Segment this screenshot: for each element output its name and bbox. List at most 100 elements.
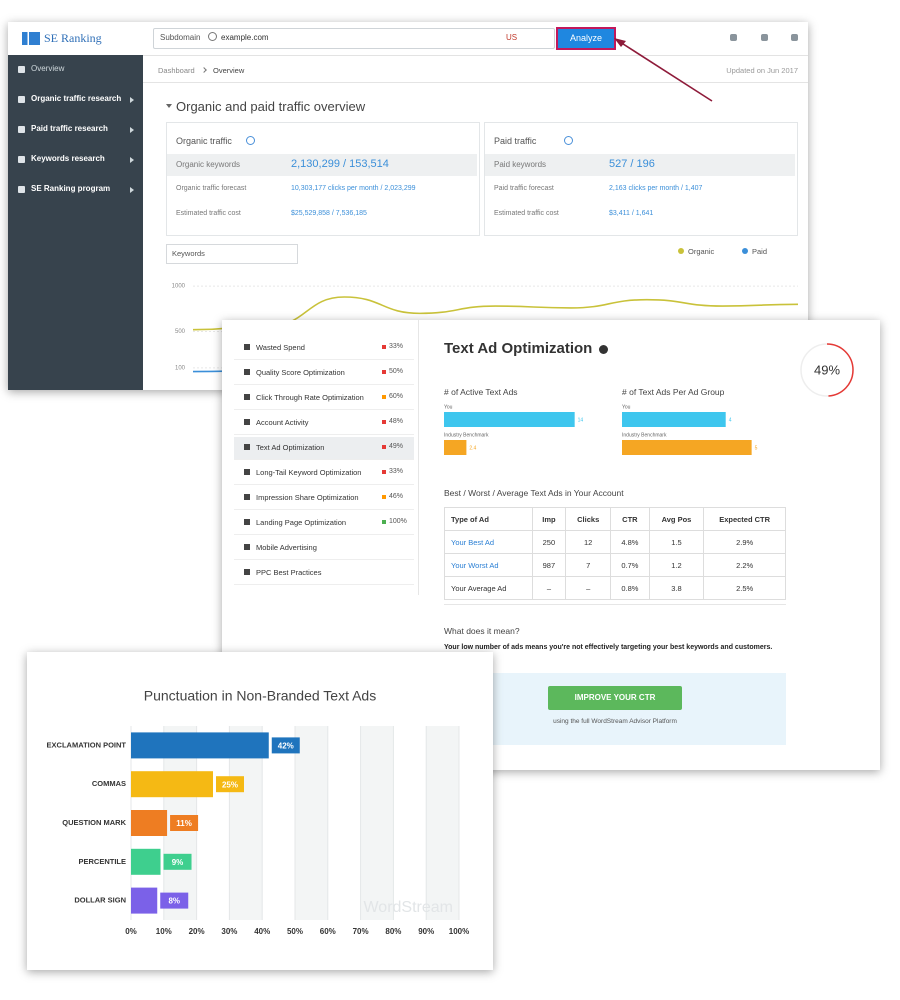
table-cell[interactable]: Your Best Ad <box>444 530 533 554</box>
y-tick-label: DOLLAR SIGN <box>74 896 126 905</box>
table-cell[interactable]: Your Worst Ad <box>444 553 533 577</box>
item-icon <box>244 369 250 375</box>
grader-item[interactable]: Click Through Rate Optimization <box>256 393 364 402</box>
bar <box>622 412 726 427</box>
line-series <box>192 296 799 331</box>
info-icon <box>564 136 573 145</box>
row-highlight <box>167 154 477 176</box>
sidebar-item[interactable]: SE Ranking program <box>31 184 111 193</box>
item-score: 49% <box>389 443 404 450</box>
item-score: 100% <box>389 518 407 525</box>
x-tick-label: 40% <box>254 927 270 936</box>
table-header-row: Type of Ad Imp Clicks CTR Avg Pos Expected CT… <box>444 507 786 531</box>
grader-item[interactable]: Quality Score Optimization <box>256 368 345 377</box>
grader-item[interactable]: Impression Share Optimization <box>256 493 359 502</box>
card-title: Organic traffic <box>176 136 232 146</box>
value-label-box <box>163 853 192 870</box>
value-label: 9% <box>172 858 184 867</box>
x-tick-label: 80% <box>385 927 401 936</box>
legend-label[interactable]: Organic <box>688 247 715 256</box>
cta-button[interactable]: IMPROVE YOUR CTR <box>548 686 682 710</box>
grader-item[interactable]: Mobile Advertising <box>256 543 317 552</box>
grader-item[interactable]: Landing Page Optimization <box>256 518 347 527</box>
arrow-overlay <box>614 38 713 102</box>
chart-selector <box>166 244 298 264</box>
sidebar-icon <box>18 186 25 193</box>
item-icon <box>244 394 250 400</box>
grader-title: Text Ad Optimization <box>444 340 593 357</box>
bar <box>131 771 213 798</box>
analyze-button[interactable]: Analyze <box>556 27 616 50</box>
sidebar-icon <box>18 126 25 133</box>
row-value: $3,411 / 1,641 <box>609 210 654 217</box>
x-tick-label: 0% <box>125 927 137 936</box>
grader-item[interactable]: Long-Tail Keyword Optimization <box>256 468 362 477</box>
table-cell: 2.5% <box>703 576 786 600</box>
bar-category: You <box>444 404 453 410</box>
sidebar-caret <box>130 187 134 193</box>
search-query[interactable]: example.com <box>221 33 269 42</box>
item-icon <box>244 544 250 550</box>
country-select[interactable]: US <box>506 33 518 42</box>
y-tick-label: PERCENTILE <box>78 857 126 866</box>
table-cell: 0.8% <box>610 576 650 600</box>
card-title: Paid traffic <box>494 136 537 146</box>
x-tick-label: 50% <box>287 927 303 936</box>
grader-item[interactable]: Text Ad Optimization <box>256 443 325 452</box>
legend-label[interactable]: Paid <box>752 247 768 256</box>
breadcrumb-item[interactable]: Dashboard <box>158 66 195 75</box>
grader-item[interactable]: PPC Best Practices <box>256 568 322 577</box>
chart-selector-text[interactable]: Keywords <box>172 249 205 258</box>
status-dot <box>382 445 386 449</box>
x-tick-label: 30% <box>221 927 237 936</box>
header-icon[interactable] <box>730 34 737 41</box>
bar-category: Industry Benchmark <box>622 432 667 438</box>
x-tick-label: 60% <box>320 927 336 936</box>
table-cell: Your Average Ad <box>444 576 533 600</box>
logo-text: SE Ranking <box>44 31 102 45</box>
item-divider <box>234 484 414 485</box>
item-icon <box>244 469 250 475</box>
status-dot <box>382 495 386 499</box>
table-row: Your Average Ad – –0.8% 3.8 2.5% <box>444 576 786 600</box>
watermark: WordStream <box>363 899 453 916</box>
row-value: $25,529,858 / 7,536,185 <box>291 210 367 217</box>
header-icon[interactable] <box>761 34 768 41</box>
status-dot <box>382 520 386 524</box>
sidebar-item[interactable]: Overview <box>31 64 65 73</box>
y-tick-label: EXCLAMATION POINT <box>47 740 127 749</box>
header-icon[interactable] <box>791 34 798 41</box>
sidebar-item[interactable]: Keywords research <box>31 154 105 163</box>
updated-date: Updated on Jun 2017 <box>726 66 798 75</box>
search-scope[interactable]: Subdomain <box>160 33 201 42</box>
grader-item[interactable]: Wasted Spend <box>256 343 305 352</box>
y-tick-label: COMMAS <box>92 779 126 788</box>
legend-marker <box>678 248 684 254</box>
x-tick-label: 100% <box>449 927 469 936</box>
bar-category: You <box>622 404 631 410</box>
y-tick-label: QUESTION MARK <box>62 818 126 827</box>
sidebar-item[interactable]: Paid traffic research <box>31 124 108 133</box>
punctuation-chart: Punctuation in Non-Branded Text Ads 0% 10%… <box>27 652 493 970</box>
status-dot <box>382 395 386 399</box>
sidebar-item[interactable]: Organic traffic research <box>31 94 122 103</box>
sidebar-icon <box>18 156 25 163</box>
table-title: Best / Worst / Average Text Ads in Your … <box>444 488 624 498</box>
table-row: Your Best Ad 250 12 4.8% 1.5 2.9% <box>444 530 786 554</box>
item-divider <box>234 584 414 585</box>
table-cell: – <box>531 576 567 600</box>
bar <box>444 440 467 455</box>
table-cell: 0.7% <box>610 553 650 577</box>
table-cell: 2.2% <box>703 553 786 577</box>
table-cell: 4.8% <box>610 530 650 554</box>
bar-category: Industry Benchmark <box>444 432 489 438</box>
bar-chart: Punctuation in Non-Branded Text Ads 0% 10%… <box>47 688 470 936</box>
grader-item[interactable]: Account Activity <box>256 418 309 427</box>
bar-value: 2.4 <box>469 445 476 451</box>
status-dot <box>382 370 386 374</box>
item-score: 33% <box>389 468 404 475</box>
value-label-box <box>271 737 300 754</box>
divider <box>143 82 808 83</box>
sidebar <box>8 55 143 390</box>
item-score: 33% <box>389 343 404 350</box>
